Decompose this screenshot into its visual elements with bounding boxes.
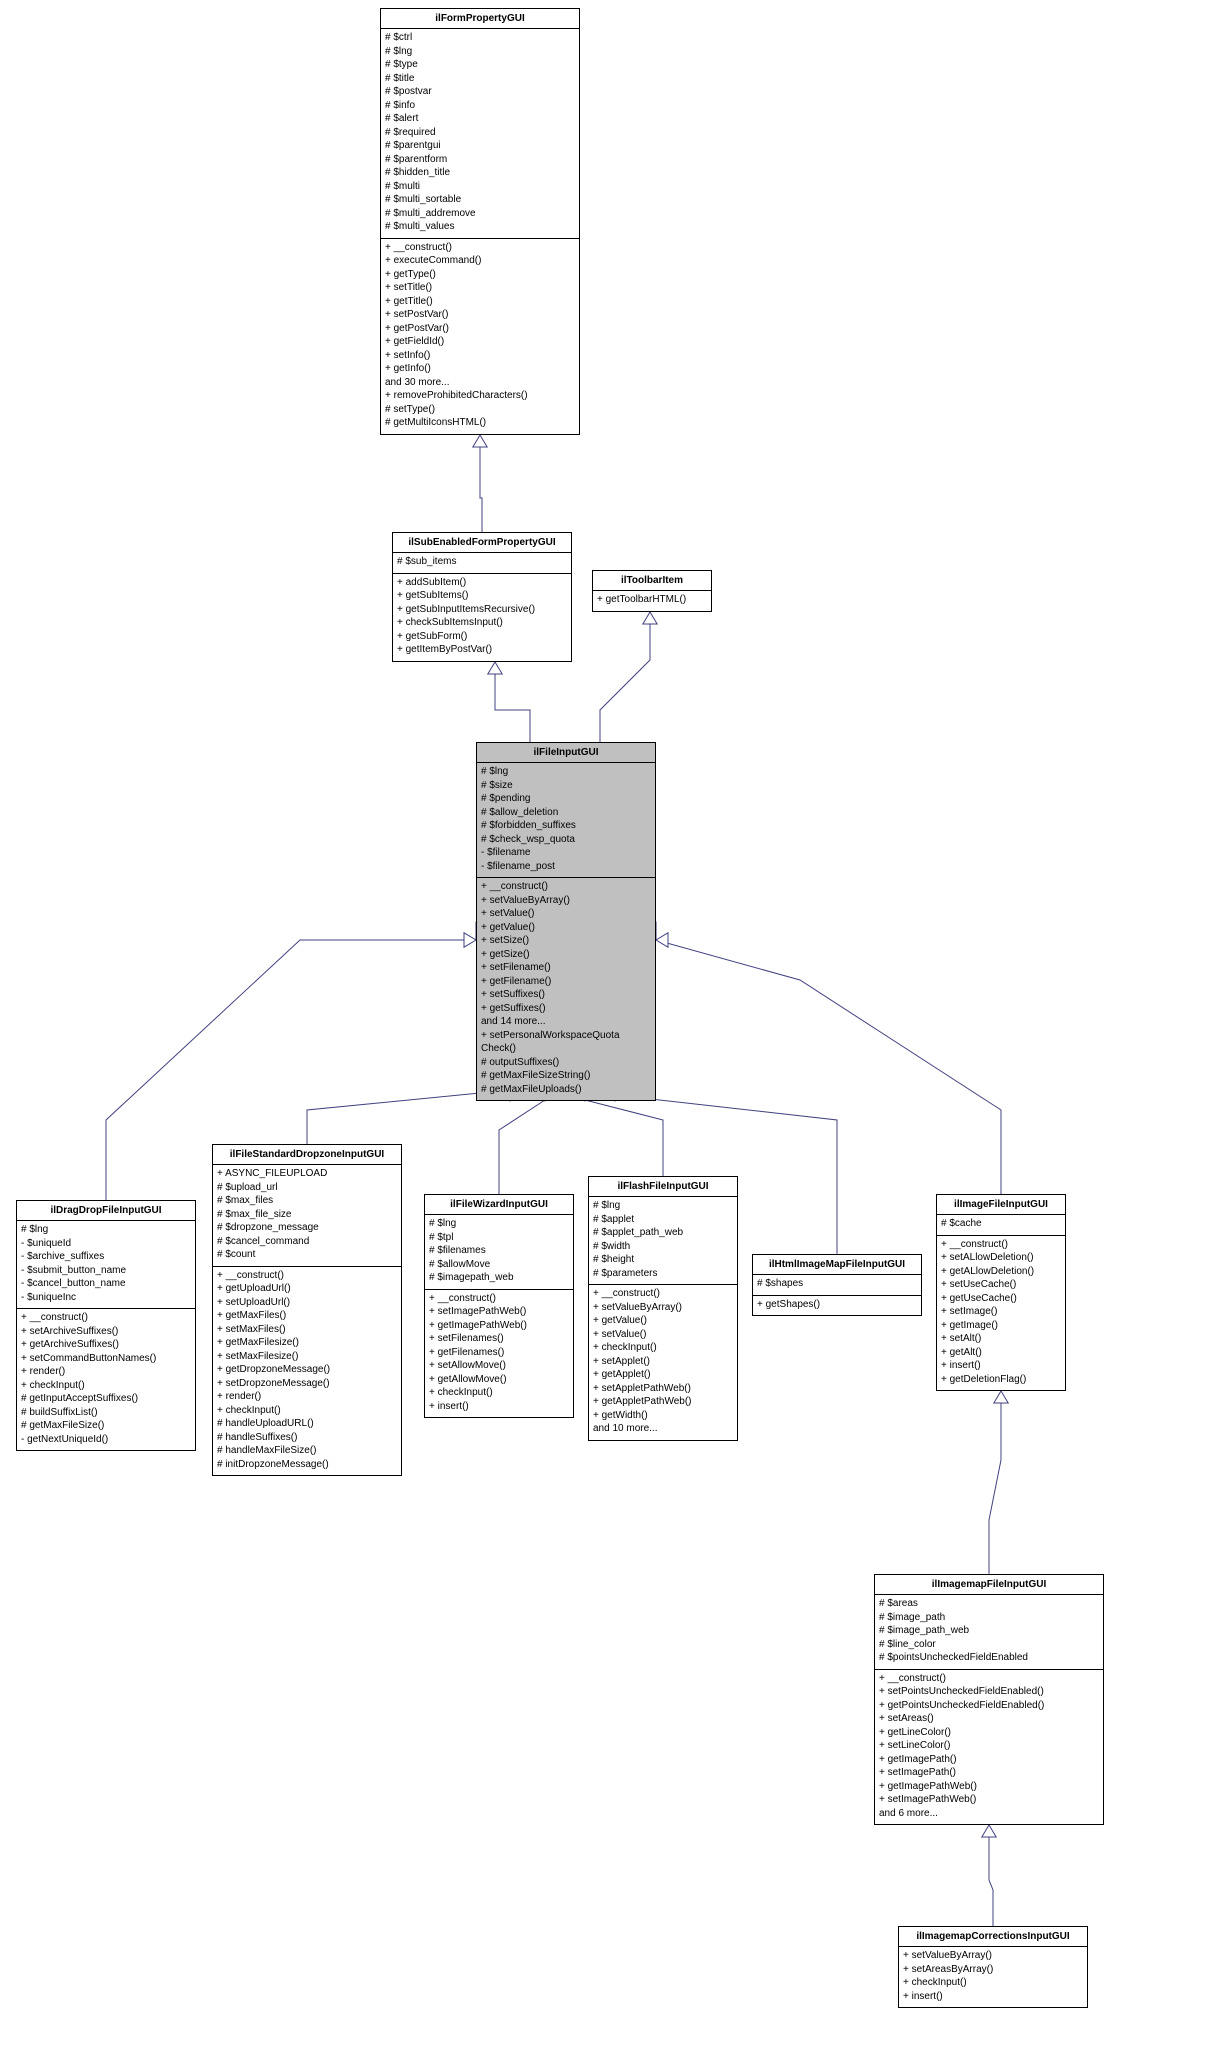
class-title: ilFileInputGUI	[477, 743, 655, 762]
inheritance-edge	[600, 612, 650, 742]
inheritance-arrowhead-icon	[994, 1391, 1008, 1403]
class-title: ilFlashFileInputGUI	[589, 1177, 737, 1196]
class-operations: + getToolbarHTML()	[593, 590, 711, 611]
class-attributes: # $lng # $tpl # $filenames # $allowMove …	[425, 1214, 573, 1289]
inheritance-edge	[585, 1100, 663, 1176]
class-operations: + __construct() + setValueByArray() + ge…	[589, 1284, 737, 1440]
inheritance-edge	[989, 1825, 993, 1926]
class-operations: + __construct() + executeCommand() + get…	[381, 238, 579, 434]
class-title: ilImageFileInputGUI	[937, 1195, 1065, 1214]
class-title: ilFileStandardDropzoneInputGUI	[213, 1145, 401, 1164]
class-attributes: # $lng # $size # $pending # $allow_delet…	[477, 762, 655, 877]
inheritance-edge	[989, 1391, 1001, 1574]
class-ilDragDropFileInputGUI: ilDragDropFileInputGUI# $lng - $uniqueId…	[16, 1200, 196, 1451]
class-ilImageFileInputGUI: ilImageFileInputGUI# $cache+ __construct…	[936, 1194, 1066, 1391]
inheritance-arrowhead-icon	[473, 435, 487, 447]
class-ilToolbarItem: ilToolbarItem+ getToolbarHTML()	[592, 570, 712, 612]
class-operations: + __construct() + setImagePathWeb() + ge…	[425, 1289, 573, 1418]
class-attributes: # $areas # $image_path # $image_path_web…	[875, 1594, 1103, 1669]
class-operations: + addSubItem() + getSubItems() + getSubI…	[393, 573, 571, 661]
inheritance-arrowhead-icon	[488, 662, 502, 674]
class-title: ilHtmlImageMapFileInputGUI	[753, 1255, 921, 1274]
inheritance-edge	[495, 662, 530, 742]
class-title: ilFileWizardInputGUI	[425, 1195, 573, 1214]
inheritance-arrowhead-icon	[656, 933, 668, 947]
class-title: ilImagemapCorrectionsInputGUI	[899, 1927, 1087, 1946]
class-ilImagemapCorrectionsInputGUI: ilImagemapCorrectionsInputGUI+ setValueB…	[898, 1926, 1088, 2008]
class-title: ilImagemapFileInputGUI	[875, 1575, 1103, 1594]
inheritance-arrowhead-icon	[982, 1825, 996, 1837]
class-attributes: # $sub_items	[393, 552, 571, 573]
class-ilFileWizardInputGUI: ilFileWizardInputGUI# $lng # $tpl # $fil…	[424, 1194, 574, 1418]
class-title: ilSubEnabledFormPropertyGUI	[393, 533, 571, 552]
class-operations: + __construct() + getUploadUrl() + setUp…	[213, 1266, 401, 1476]
class-operations: + __construct() + setValueByArray() + se…	[477, 877, 655, 1100]
class-attributes: # $ctrl # $lng # $type # $title # $postv…	[381, 28, 579, 238]
class-operations: + __construct() + setALlowDeletion() + g…	[937, 1235, 1065, 1391]
class-ilHtmlImageMapFileInputGUI: ilHtmlImageMapFileInputGUI# $shapes+ get…	[752, 1254, 922, 1316]
class-operations: + getShapes()	[753, 1295, 921, 1316]
class-ilFileStandardDropzoneInputGUI: ilFileStandardDropzoneInputGUI+ ASYNC_FI…	[212, 1144, 402, 1476]
inheritance-edge	[499, 1100, 545, 1194]
class-attributes: # $cache	[937, 1214, 1065, 1235]
class-title: ilFormPropertyGUI	[381, 9, 579, 28]
class-attributes: # $lng # $applet # $applet_path_web # $w…	[589, 1196, 737, 1284]
class-ilSubEnabledFormPropertyGUI: ilSubEnabledFormPropertyGUI# $sub_items+…	[392, 532, 572, 662]
class-attributes: # $shapes	[753, 1274, 921, 1295]
class-operations: + setValueByArray() + setAreasByArray() …	[899, 1946, 1087, 2007]
class-attributes: # $lng - $uniqueId - $archive_suffixes -…	[17, 1220, 195, 1308]
class-ilFileInputGUI: ilFileInputGUI# $lng # $size # $pending …	[476, 742, 656, 1101]
class-ilFlashFileInputGUI: ilFlashFileInputGUI# $lng # $applet # $a…	[588, 1176, 738, 1441]
class-ilImagemapFileInputGUI: ilImagemapFileInputGUI# $areas # $image_…	[874, 1574, 1104, 1825]
inheritance-arrowhead-icon	[464, 933, 476, 947]
class-title: ilDragDropFileInputGUI	[17, 1201, 195, 1220]
uml-canvas: ilFormPropertyGUI# $ctrl # $lng # $type …	[0, 0, 1226, 2049]
class-title: ilToolbarItem	[593, 571, 711, 590]
class-attributes: + ASYNC_FILEUPLOAD # $upload_url # $max_…	[213, 1164, 401, 1266]
inheritance-edge	[656, 922, 1001, 1195]
class-operations: + __construct() + setArchiveSuffixes() +…	[17, 1308, 195, 1450]
class-ilFormPropertyGUI: ilFormPropertyGUI# $ctrl # $lng # $type …	[380, 8, 580, 435]
inheritance-arrowhead-icon	[643, 612, 657, 624]
inheritance-edge	[480, 435, 482, 532]
class-operations: + __construct() + setPointsUncheckedFiel…	[875, 1669, 1103, 1825]
